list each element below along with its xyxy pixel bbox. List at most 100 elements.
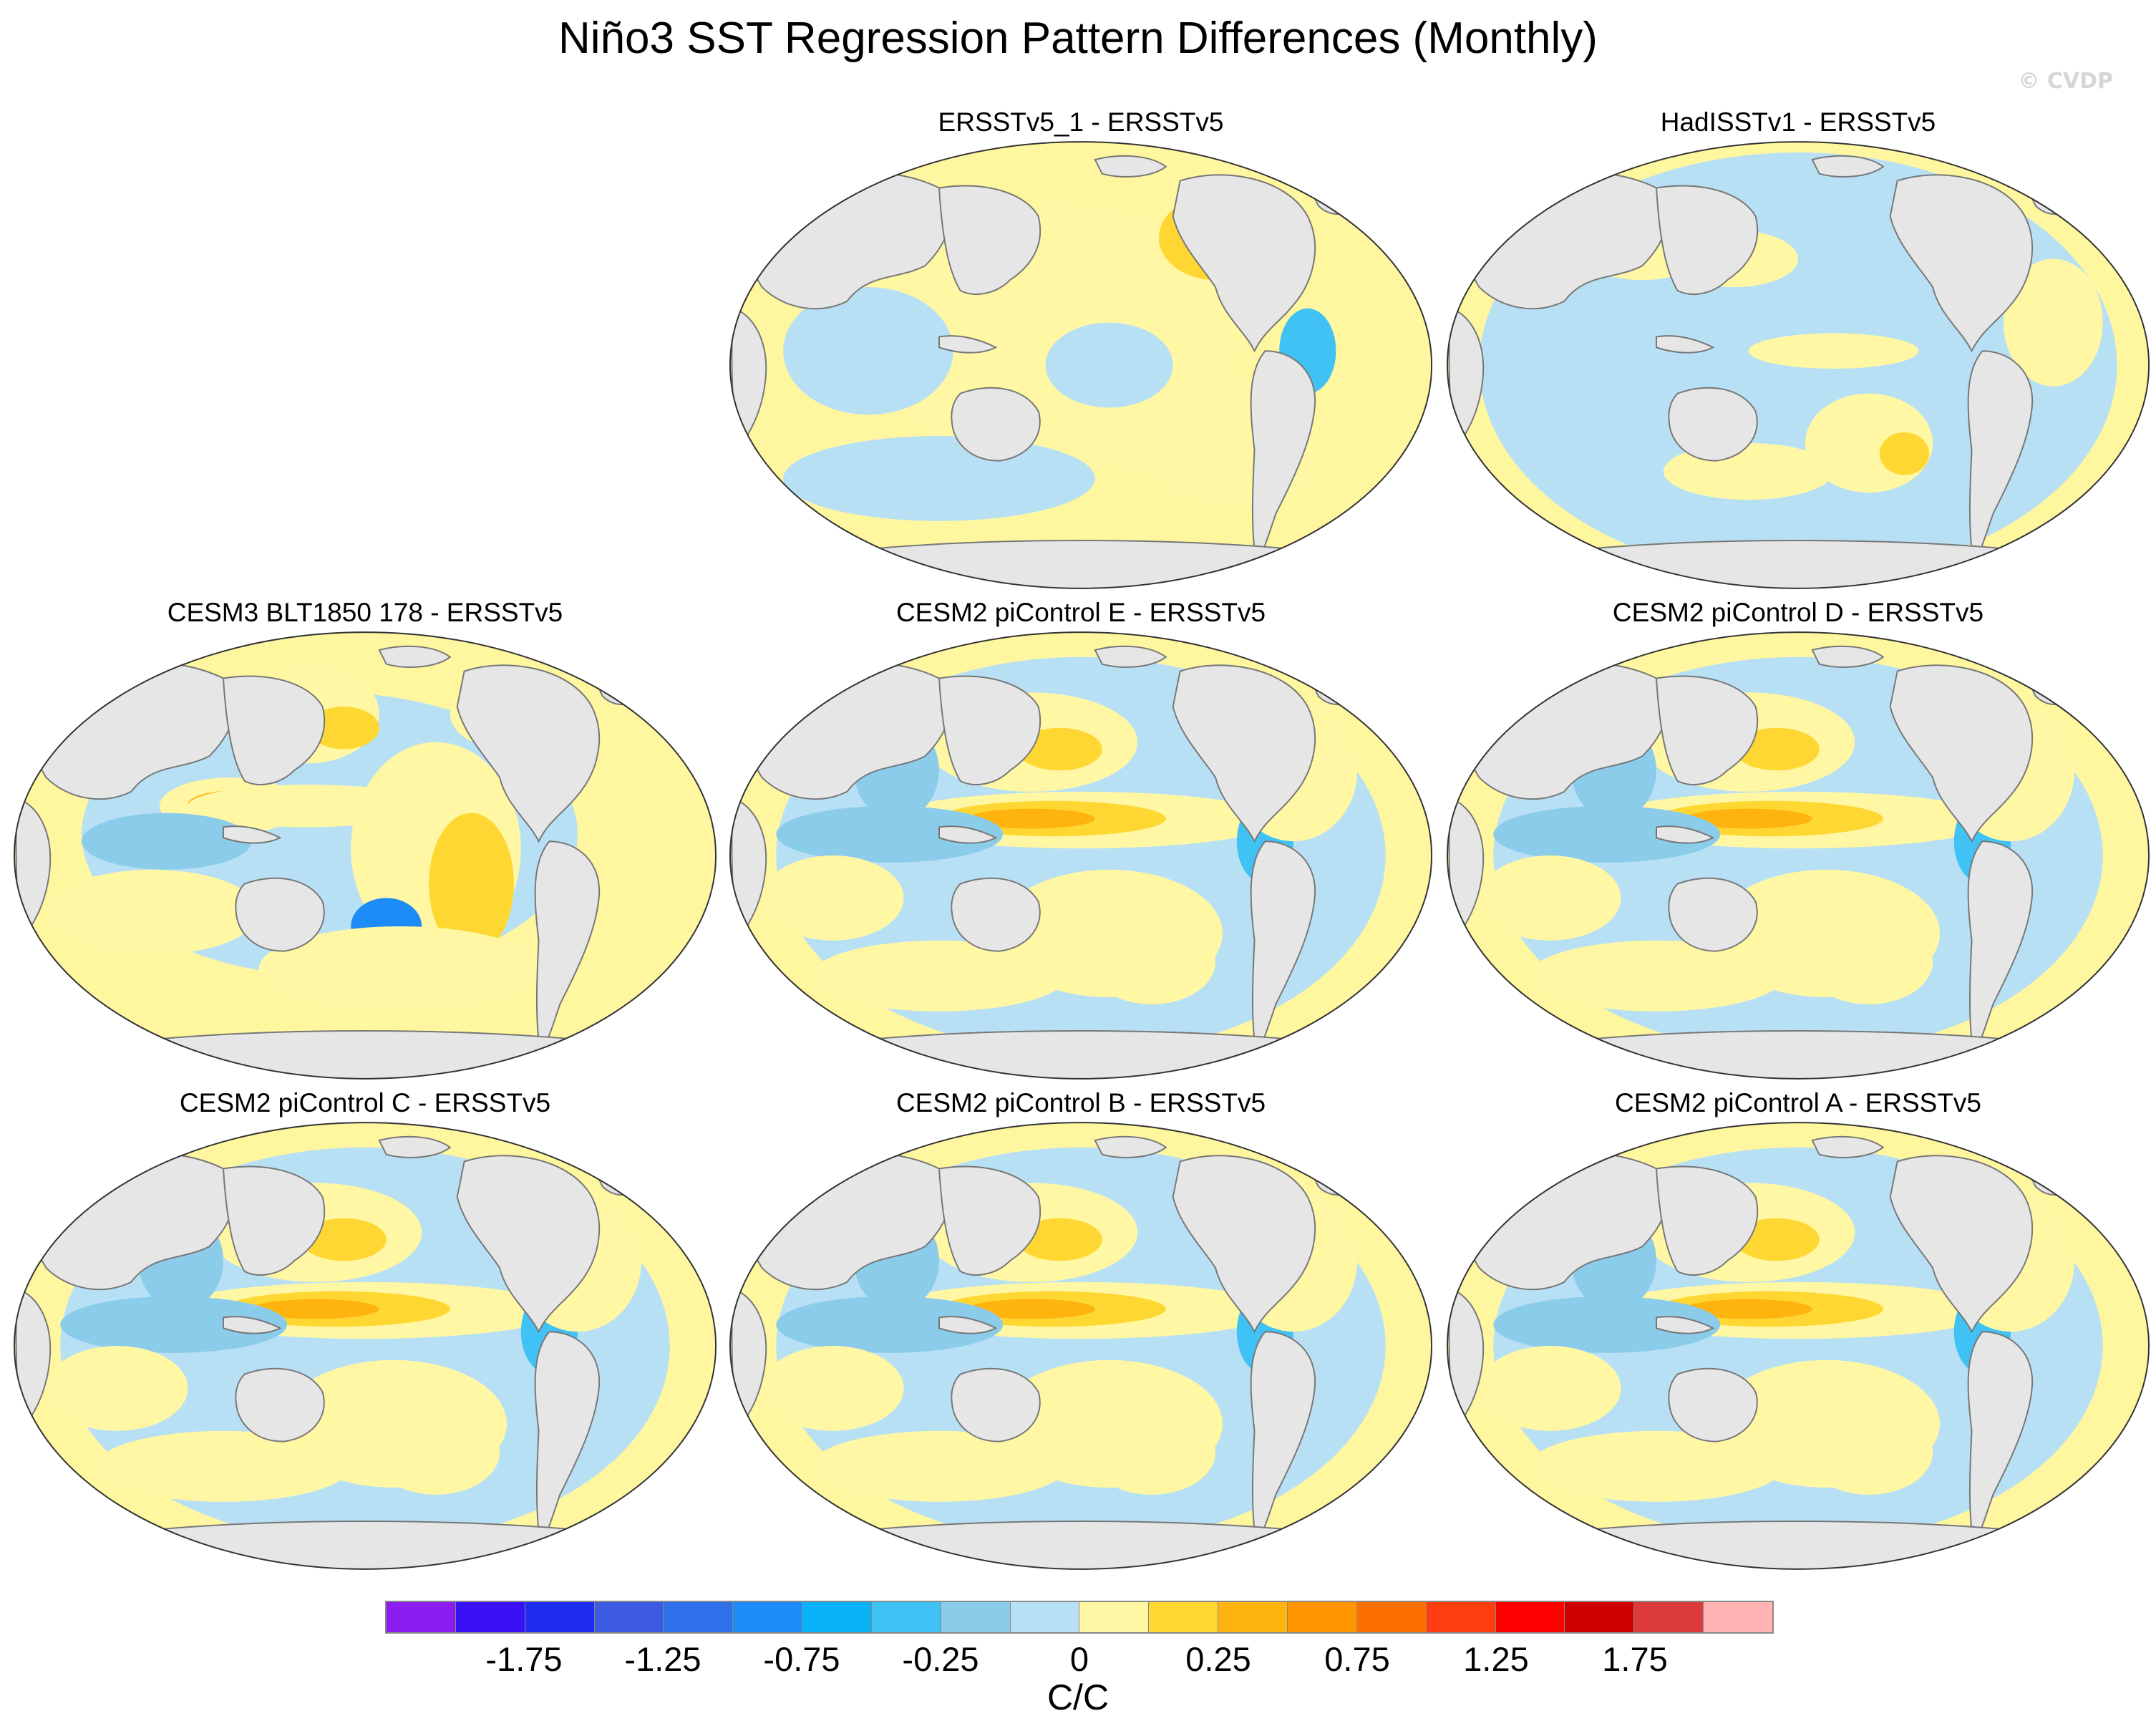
- map-panel-cesm2-b: CESM2 piControl B - ERSSTv5: [727, 1088, 1435, 1575]
- colorbar-tick-label: 0: [1069, 1640, 1089, 1678]
- anomaly-region: [967, 1299, 1095, 1319]
- asia-east-land: [938, 1165, 1041, 1276]
- anomaly-region: [95, 1430, 351, 1502]
- map-border: [1446, 141, 2150, 589]
- map-border: [13, 631, 717, 1080]
- colorbar-tick-label: -1.75: [485, 1640, 563, 1678]
- anomaly-region: [308, 707, 379, 750]
- africa-east-land: [731, 797, 767, 943]
- anomaly-region: [1684, 1299, 1812, 1319]
- africa-east-land: [731, 1288, 767, 1433]
- arctic-islands-land: [1811, 1135, 1885, 1158]
- colorbar-box: [802, 1602, 872, 1632]
- anomaly-region: [46, 869, 259, 955]
- map-border: [729, 1122, 1433, 1570]
- robinson-map: [1446, 631, 2150, 1080]
- map-border: [13, 1122, 717, 1570]
- anomaly-region: [1528, 940, 1784, 1012]
- anomaly-region: [1493, 1296, 1721, 1353]
- colorbar-tick-label: -0.25: [902, 1640, 979, 1678]
- arctic-islands-land: [1094, 645, 1167, 668]
- north-america-land: [1889, 174, 2034, 353]
- anomaly-region: [1684, 808, 1812, 829]
- anomaly-region: [1479, 1346, 1621, 1431]
- colorbar-units: C/C: [1047, 1677, 1109, 1717]
- panel-title: CESM3 BLT1850 178 - ERSSTv5: [167, 598, 563, 627]
- africa-east-land: [15, 1288, 52, 1433]
- antarctica-land: [1526, 1030, 2070, 1079]
- antarctica-land: [809, 1521, 1353, 1569]
- north-america-land: [1172, 664, 1316, 843]
- asia-east-land: [1655, 185, 1759, 295]
- colorbar-box: [1079, 1602, 1150, 1632]
- colorbar-box: [941, 1602, 1011, 1632]
- indonesia-land: [1656, 825, 1715, 844]
- indonesia-land: [938, 825, 998, 844]
- colorbar-box: [664, 1602, 734, 1632]
- colorbar-box: [1287, 1602, 1357, 1632]
- anomaly-region: [811, 1430, 1067, 1502]
- panel-title: CESM2 piControl E - ERSSTv5: [895, 598, 1266, 627]
- anomaly-region: [1805, 919, 1933, 1004]
- colorbar-box: [594, 1602, 664, 1632]
- anomaly-region: [60, 1296, 288, 1353]
- australia-land: [1668, 387, 1758, 462]
- anomaly-region: [301, 1218, 387, 1261]
- australia-land: [235, 877, 325, 952]
- anomaly-region: [1493, 805, 1721, 863]
- anomaly-region: [776, 1296, 1004, 1353]
- asia-east-land: [938, 675, 1041, 785]
- anomaly-region: [372, 1410, 500, 1495]
- anomaly-region: [811, 940, 1067, 1012]
- north-america-land: [456, 664, 601, 843]
- arctic-islands-land: [1811, 155, 1885, 178]
- north-america-land: [456, 1155, 601, 1334]
- anomaly-region: [783, 287, 953, 415]
- arctic-islands-land: [378, 1135, 452, 1158]
- map-border: [1446, 631, 2150, 1080]
- colorbar-box: [525, 1602, 595, 1632]
- australia-land: [235, 1367, 325, 1442]
- robinson-map: [13, 631, 717, 1080]
- colorbar: [385, 1601, 1774, 1634]
- panel-title: CESM2 piControl D - ERSSTv5: [1612, 598, 1984, 627]
- panel-title: CESM2 piControl C - ERSSTv5: [179, 1088, 551, 1117]
- anomaly-region: [258, 926, 543, 1012]
- arctic-islands-land: [1094, 155, 1167, 178]
- robinson-map: [1446, 141, 2150, 589]
- anomaly-region: [1805, 1410, 1933, 1495]
- anomaly-region: [429, 813, 514, 955]
- africa-east-land: [1448, 1288, 1485, 1433]
- north-america-land: [1172, 1155, 1316, 1334]
- map-panel-hadisst: HadISSTv1 - ERSSTv5: [1444, 107, 2152, 594]
- colorbar-box: [455, 1602, 525, 1632]
- colorbar-box: [1634, 1602, 1704, 1632]
- indonesia-land: [223, 1316, 282, 1334]
- anomaly-region: [251, 1299, 379, 1319]
- colorbar-box: [1218, 1602, 1288, 1632]
- copyright-mark: © CVDP: [2018, 69, 2113, 94]
- anomaly-region: [1016, 727, 1102, 771]
- anomaly-region: [1087, 1410, 1216, 1495]
- anomaly-region: [1528, 1430, 1784, 1502]
- arctic-islands-land: [1094, 1135, 1167, 1158]
- africa-east-land: [1448, 307, 1485, 452]
- indonesia-land: [1656, 335, 1715, 354]
- anomaly-region: [2004, 258, 2103, 387]
- robinson-map: [13, 1122, 717, 1570]
- colorbar-tick-label: -1.25: [624, 1640, 701, 1678]
- anomaly-region: [1045, 322, 1173, 408]
- arctic-islands-land: [378, 645, 452, 668]
- colorbar-box: [1704, 1602, 1772, 1632]
- colorbar-box: [871, 1602, 941, 1632]
- anomaly-region: [762, 855, 904, 941]
- colorbar-tick-label: -0.75: [763, 1640, 840, 1678]
- map-panel-cesm2-d: CESM2 piControl D - ERSSTv5: [1444, 598, 2152, 1085]
- anomaly-region: [776, 805, 1004, 863]
- panel-title: HadISSTv1 - ERSSTv5: [1660, 107, 1936, 137]
- colorbar-tick-label: 0.75: [1324, 1640, 1390, 1678]
- north-america-land: [1889, 1155, 2034, 1334]
- panel-title: ERSSTv5_1 - ERSSTv5: [938, 107, 1224, 137]
- colorbar-box: [1495, 1602, 1565, 1632]
- antarctica-land: [1526, 1521, 2070, 1569]
